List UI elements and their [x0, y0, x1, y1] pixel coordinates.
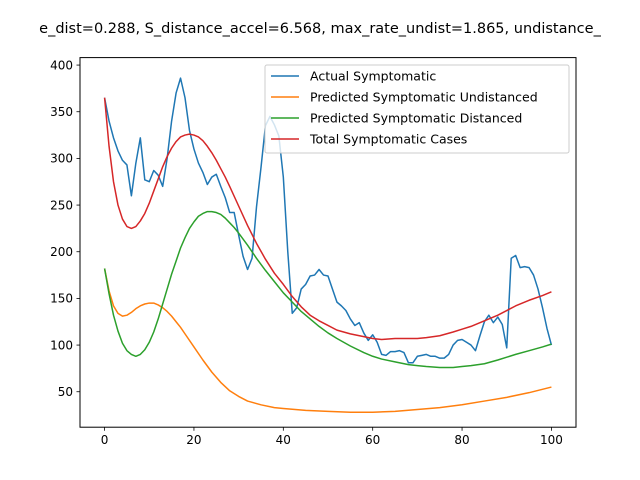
legend-label-0: Actual Symptomatic: [310, 69, 436, 84]
x-tick-label: 60: [365, 433, 380, 447]
legend-box: [264, 64, 570, 154]
plot-frame: [79, 57, 577, 428]
x-axis: 0 20 40 60 80 100: [101, 427, 563, 447]
series-line-0: [103, 77, 553, 364]
chart-title: e_dist=0.288, S_distance_accel=6.568, ma…: [39, 21, 601, 37]
x-tick-label: 40: [276, 433, 291, 447]
x-tick-label: 20: [186, 433, 201, 447]
series-line-3: [103, 97, 552, 341]
x-tick-label: 100: [540, 433, 563, 447]
legend-label-2: Predicted Symptomatic Distanced: [310, 111, 522, 126]
y-tick-label: 200: [50, 245, 73, 259]
y-tick-label: 50: [58, 385, 73, 399]
x-tick-label: 0: [101, 433, 109, 447]
x-tick-label: 80: [454, 433, 469, 447]
series-line-2: [103, 210, 552, 369]
legend: Actual Symptomatic Predicted Symptomatic …: [264, 64, 570, 154]
y-tick-label: 150: [50, 292, 73, 306]
y-tick-label: 250: [50, 198, 73, 212]
plot-lines: [103, 77, 553, 414]
y-tick-label: 300: [50, 152, 73, 166]
legend-label-1: Predicted Symptomatic Undistanced: [310, 90, 538, 105]
legend-label-3: Total Symptomatic Cases: [309, 132, 467, 147]
y-tick-label: 350: [50, 105, 73, 119]
series-line-1: [103, 268, 552, 414]
y-axis: 50 100 150 200 250 300 350 400: [50, 58, 80, 399]
y-tick-label: 400: [50, 58, 73, 72]
y-tick-label: 100: [50, 338, 73, 352]
